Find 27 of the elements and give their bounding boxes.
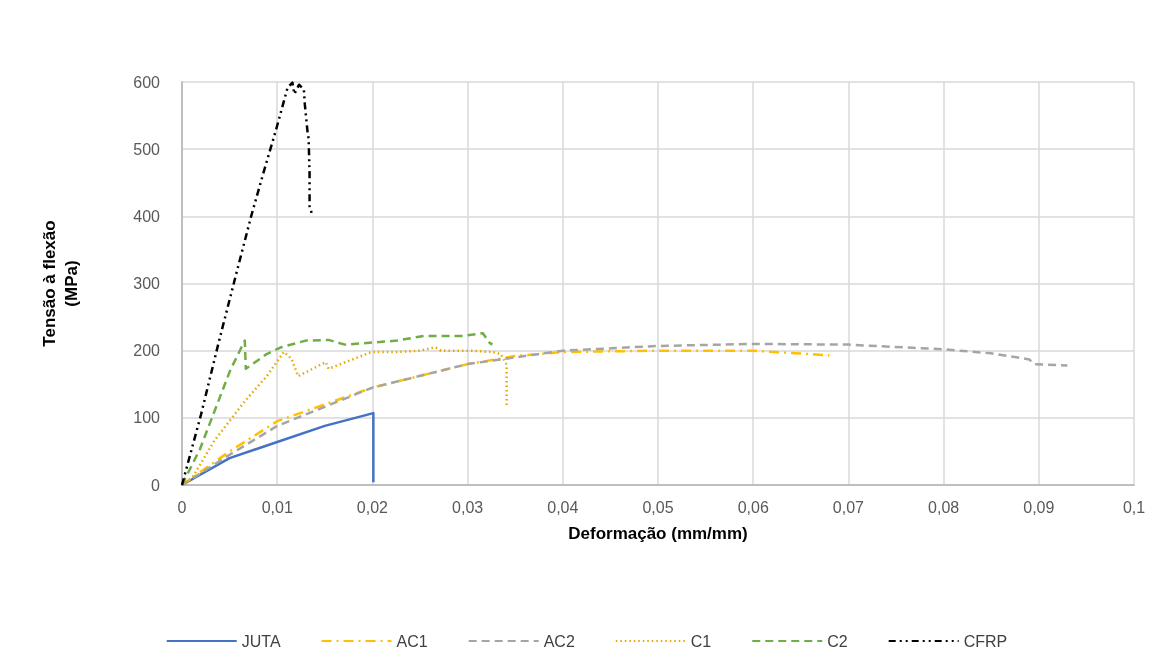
legend-label: CFRP [963,632,1008,650]
x-tick-label: 0,1 [1122,498,1146,516]
x-tick-label: 0,05 [642,498,674,516]
x-tick-label: 0 [177,498,187,516]
y-tick-label: 100 [133,409,161,427]
legend-label: C2 [827,632,848,650]
y-tick-label: 0 [151,476,161,494]
legend-label: JUTA [241,632,281,650]
x-tick-label: 0,02 [356,498,389,516]
y-tick-label: 300 [133,275,161,292]
y-tick-label: 500 [133,140,161,158]
y-tick-label: 600 [133,73,161,91]
y-tick-label: 400 [133,207,161,225]
line-series [180,342,1069,487]
x-tick-label: 0,09 [1023,498,1055,516]
x-tick-label: 0,06 [737,498,769,516]
y-axis-title: Tensão à flexão (MPa) [39,220,81,347]
x-axis-title: Deformação (mm/mm) [568,524,748,543]
x-tick-label: 0,01 [261,498,293,516]
y-tick-label: 200 [133,342,161,360]
x-tick-label: 0,03 [452,498,484,516]
x-tick-label: 0,04 [547,498,579,516]
x-tick-label: 0,07 [832,498,865,516]
x-tick-label: 0,08 [928,498,960,516]
legend-label: AC2 [543,632,575,650]
legend-label: AC1 [396,632,428,650]
legend-label: C1 [690,632,712,650]
